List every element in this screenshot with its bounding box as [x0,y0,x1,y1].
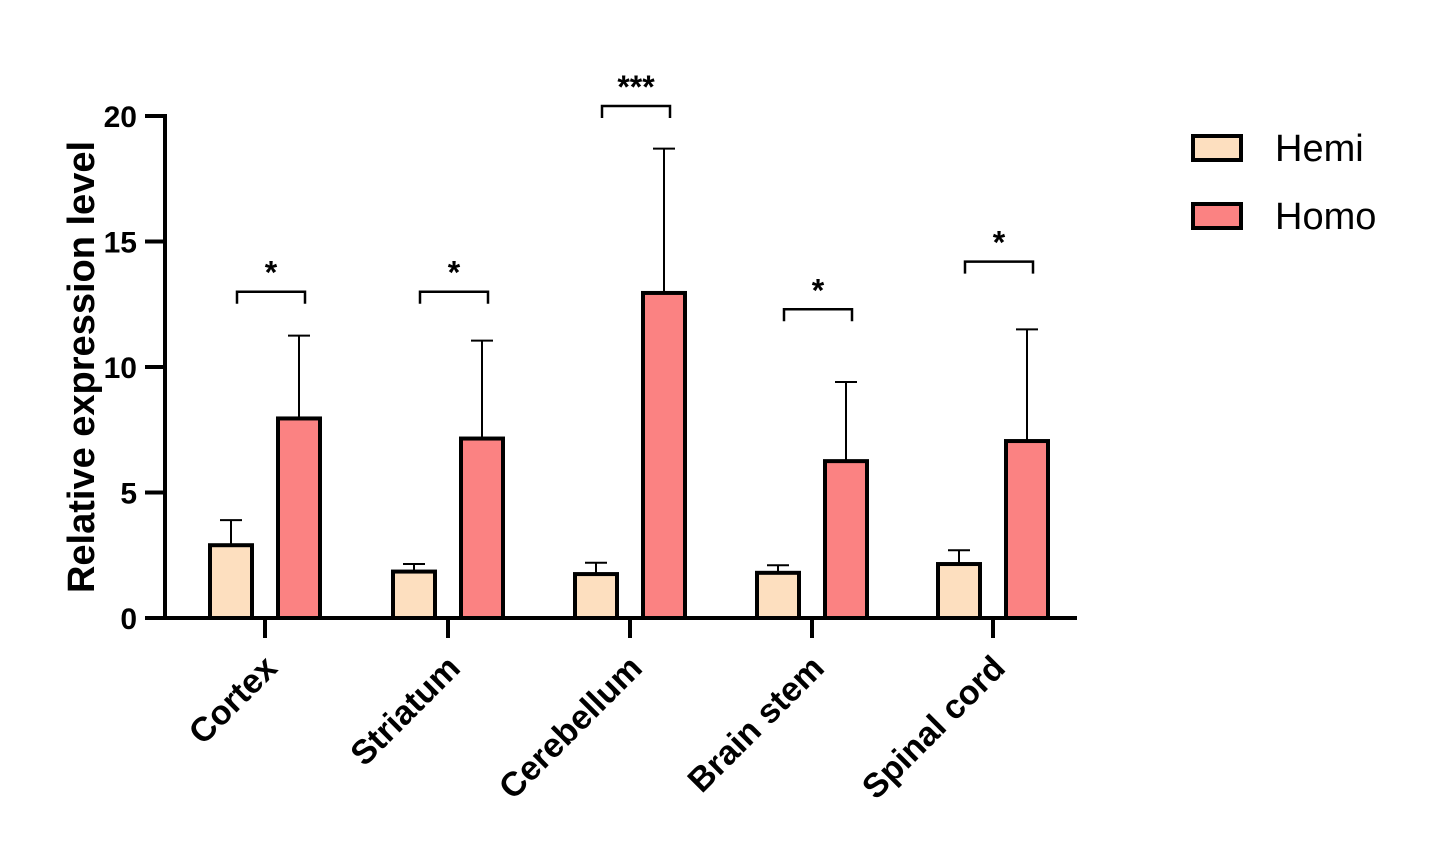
significance-marker: * [265,255,278,291]
legend-swatch [1191,134,1243,162]
significance-annotations: * ****** [235,69,1035,322]
bar [391,569,437,621]
bar [1004,439,1050,621]
bar [573,572,619,621]
bar [936,562,982,620]
x-tick-label: Cerebellum [492,649,650,807]
y-axis-title: Relative expression level [61,141,103,593]
significance-marker: * [812,272,825,308]
significance-bracket [782,308,854,322]
significance-bracket [600,104,672,118]
significance-marker: * [993,225,1006,261]
y-axis: 0 5 10 15 20 [104,101,167,636]
legend: Hemi Homo [1191,128,1376,238]
bar [459,436,505,620]
bar [641,290,687,620]
significance-marker: * [448,255,461,291]
bar [208,543,254,621]
legend-label: Hemi [1275,128,1364,170]
bar [823,459,869,620]
y-tick-label: 10 [104,352,137,385]
significance-marker: *** [617,69,655,105]
significance-bracket [235,290,307,304]
x-tick-label: Striatum [343,649,467,773]
y-tick-label: 5 [120,478,137,511]
significance-bracket [418,290,490,304]
bar [755,570,801,621]
y-tick-label: 0 [120,603,137,636]
y-tick-label: 15 [104,227,137,260]
significance-bracket [963,260,1035,274]
legend-swatch [1191,202,1243,230]
x-axis: Cortex Striatum Cerebellum Brain stem Spinal… [163,616,1077,807]
bars [208,147,1050,621]
x-tick-label: Cortex [182,649,285,752]
x-tick-label: Spinal cord [855,649,1013,807]
x-tick-label: Brain stem [681,649,832,800]
legend-label: Homo [1275,196,1376,238]
bar [276,416,322,620]
y-tick-label: 20 [104,101,137,134]
